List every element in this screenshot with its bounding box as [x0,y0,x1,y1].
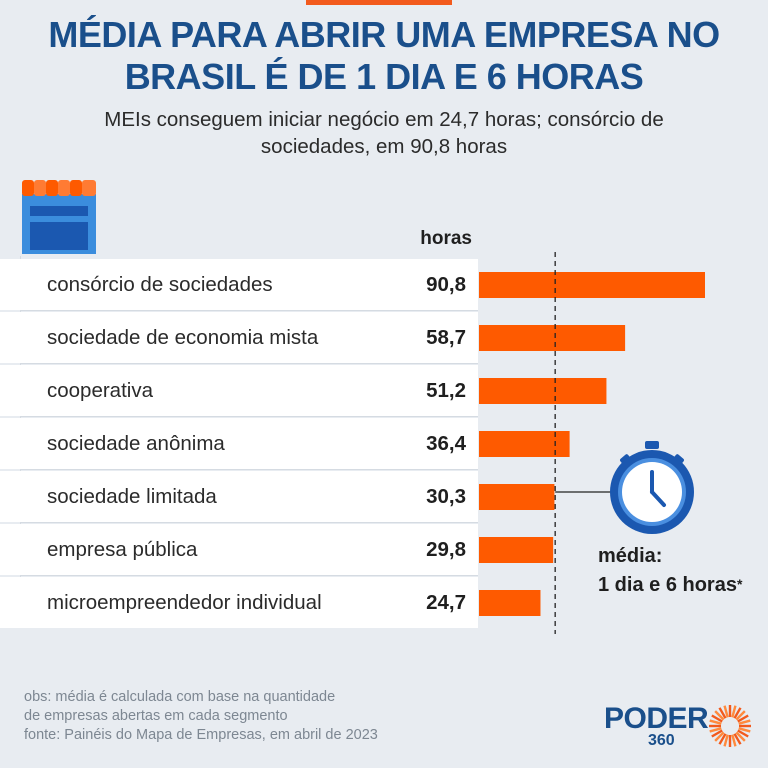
bar [479,378,607,404]
footnotes: obs: média é calculada com base na quant… [24,688,378,745]
average-label-line-1: média: [598,545,663,567]
row-label: empresa pública [47,538,198,561]
row-divider [20,310,478,311]
row-value: 29,8 [426,538,466,561]
table-row: sociedade anônima 36,4 [0,418,478,469]
table-row: sociedade limitada 30,3 [0,471,478,522]
bar [479,537,554,563]
average-value-text: 1 dia e 6 horas [598,574,737,596]
row-label: cooperativa [47,379,153,402]
note-line: obs: média é calculada com base na quant… [24,689,336,705]
row-value: 51,2 [426,379,466,402]
bar [479,272,705,298]
bar [479,590,541,616]
bar [479,484,555,510]
row-label: sociedade anônima [47,432,225,455]
table-row: consórcio de sociedades 90,8 [0,259,478,310]
row-label: sociedade limitada [47,485,217,508]
row-value: 24,7 [426,591,466,614]
chart-title-line-1: MÉDIA PARA ABRIR UMA EMPRESA NO [48,14,720,55]
average-asterisk: * [736,576,743,592]
chart-subtitle-line-1: MEIs conseguem iniciar negócio em 24,7 h… [104,108,664,131]
table-row: sociedade de economia mista 58,7 [0,312,478,363]
source-line: fonte: Painéis do Mapa de Empresas, em a… [24,727,378,743]
row-divider [20,416,478,417]
row-label: sociedade de economia mista [47,326,319,349]
row-divider [20,363,478,364]
chart-title-line-2: BRASIL É DE 1 DIA E 6 HORAS [124,56,644,97]
row-value: 90,8 [426,273,466,296]
average-label-line-2: 1 dia e 6 horas* [598,570,742,599]
column-header-hours: horas [420,228,472,249]
row-value: 58,7 [426,326,466,349]
row-label: consórcio de sociedades [47,273,273,296]
chart-title: MÉDIA PARA ABRIR UMA EMPRESA NO BRASIL É… [0,14,768,98]
chart-subtitle-line-2: sociedades, em 90,8 horas [260,135,508,158]
top-accent-bar [306,0,452,5]
poder360-logo: PODER 360 [604,700,754,758]
logo-number: 360 [648,732,675,749]
table-row: microempreendedor individual 24,7 [0,577,478,628]
row-divider [20,469,478,470]
row-value: 36,4 [426,432,466,455]
bar [479,325,626,351]
storefront-icon [22,180,96,254]
table-row: cooperativa 51,2 [0,365,478,416]
bar [479,431,570,457]
logo-wordmark: PODER [604,702,709,735]
chart-subtitle: MEIs conseguem iniciar negócio em 24,7 h… [40,106,728,160]
table-row: empresa pública 29,8 [0,524,478,575]
row-value: 30,3 [426,485,466,508]
row-divider [20,575,478,576]
row-label: microempreendedor individual [47,591,322,614]
stopwatch-icon [610,441,694,534]
note-line: de empresas abertas em cada segmento [24,708,288,724]
average-label: média: 1 dia e 6 horas* [598,542,742,599]
row-divider [20,522,478,523]
sun-icon [709,705,751,747]
